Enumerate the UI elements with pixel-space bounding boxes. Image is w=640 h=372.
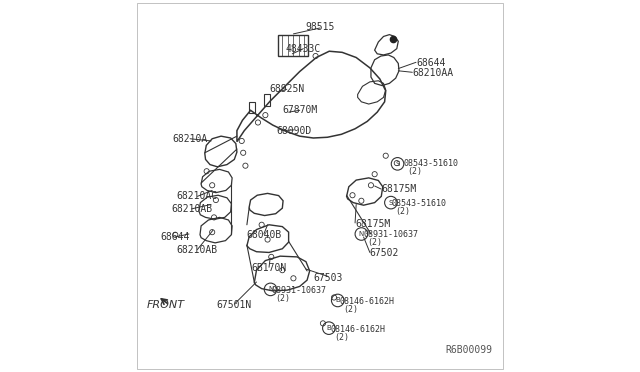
Text: B: B bbox=[335, 298, 340, 304]
Text: 08146-6162H: 08146-6162H bbox=[330, 325, 385, 334]
Text: (2): (2) bbox=[275, 294, 290, 303]
Text: 68644: 68644 bbox=[161, 232, 190, 242]
Text: (2): (2) bbox=[407, 167, 422, 176]
Text: 08146-6162H: 08146-6162H bbox=[339, 297, 394, 306]
Text: (2): (2) bbox=[343, 305, 358, 314]
Text: S: S bbox=[396, 161, 400, 167]
Text: 68210AC: 68210AC bbox=[177, 191, 218, 201]
Text: 68090D: 68090D bbox=[276, 126, 312, 136]
Text: 68210AB: 68210AB bbox=[171, 204, 212, 214]
Text: 68040B: 68040B bbox=[246, 230, 282, 240]
Text: 68175M: 68175M bbox=[381, 184, 416, 194]
Text: 48433C: 48433C bbox=[285, 44, 321, 54]
Text: (2): (2) bbox=[367, 238, 382, 247]
Text: (2): (2) bbox=[334, 333, 349, 342]
Text: 68210AB: 68210AB bbox=[177, 244, 218, 254]
Text: 08543-51610: 08543-51610 bbox=[392, 199, 447, 208]
Text: N: N bbox=[359, 231, 364, 237]
Text: 6B170N: 6B170N bbox=[252, 263, 287, 273]
Text: 68210AA: 68210AA bbox=[412, 68, 453, 78]
Text: N: N bbox=[268, 286, 273, 292]
Text: 67501N: 67501N bbox=[217, 300, 252, 310]
Text: 67502: 67502 bbox=[370, 248, 399, 258]
Text: 68644: 68644 bbox=[416, 58, 445, 68]
Text: 67503: 67503 bbox=[314, 273, 343, 283]
Text: 08543-51610: 08543-51610 bbox=[403, 158, 458, 168]
Text: FRONT: FRONT bbox=[147, 300, 185, 310]
Text: 08931-10637: 08931-10637 bbox=[271, 286, 326, 295]
Text: R6B00099: R6B00099 bbox=[446, 345, 493, 355]
Text: 98515: 98515 bbox=[305, 22, 335, 32]
Text: B: B bbox=[326, 325, 332, 331]
Text: 68210A: 68210A bbox=[172, 134, 207, 144]
Text: 08931-10637: 08931-10637 bbox=[364, 230, 419, 239]
Text: 68175M: 68175M bbox=[355, 219, 390, 229]
Text: 68925N: 68925N bbox=[269, 84, 305, 94]
Text: S: S bbox=[388, 200, 393, 206]
Text: 67870M: 67870M bbox=[282, 105, 317, 115]
Text: (2): (2) bbox=[396, 207, 411, 217]
